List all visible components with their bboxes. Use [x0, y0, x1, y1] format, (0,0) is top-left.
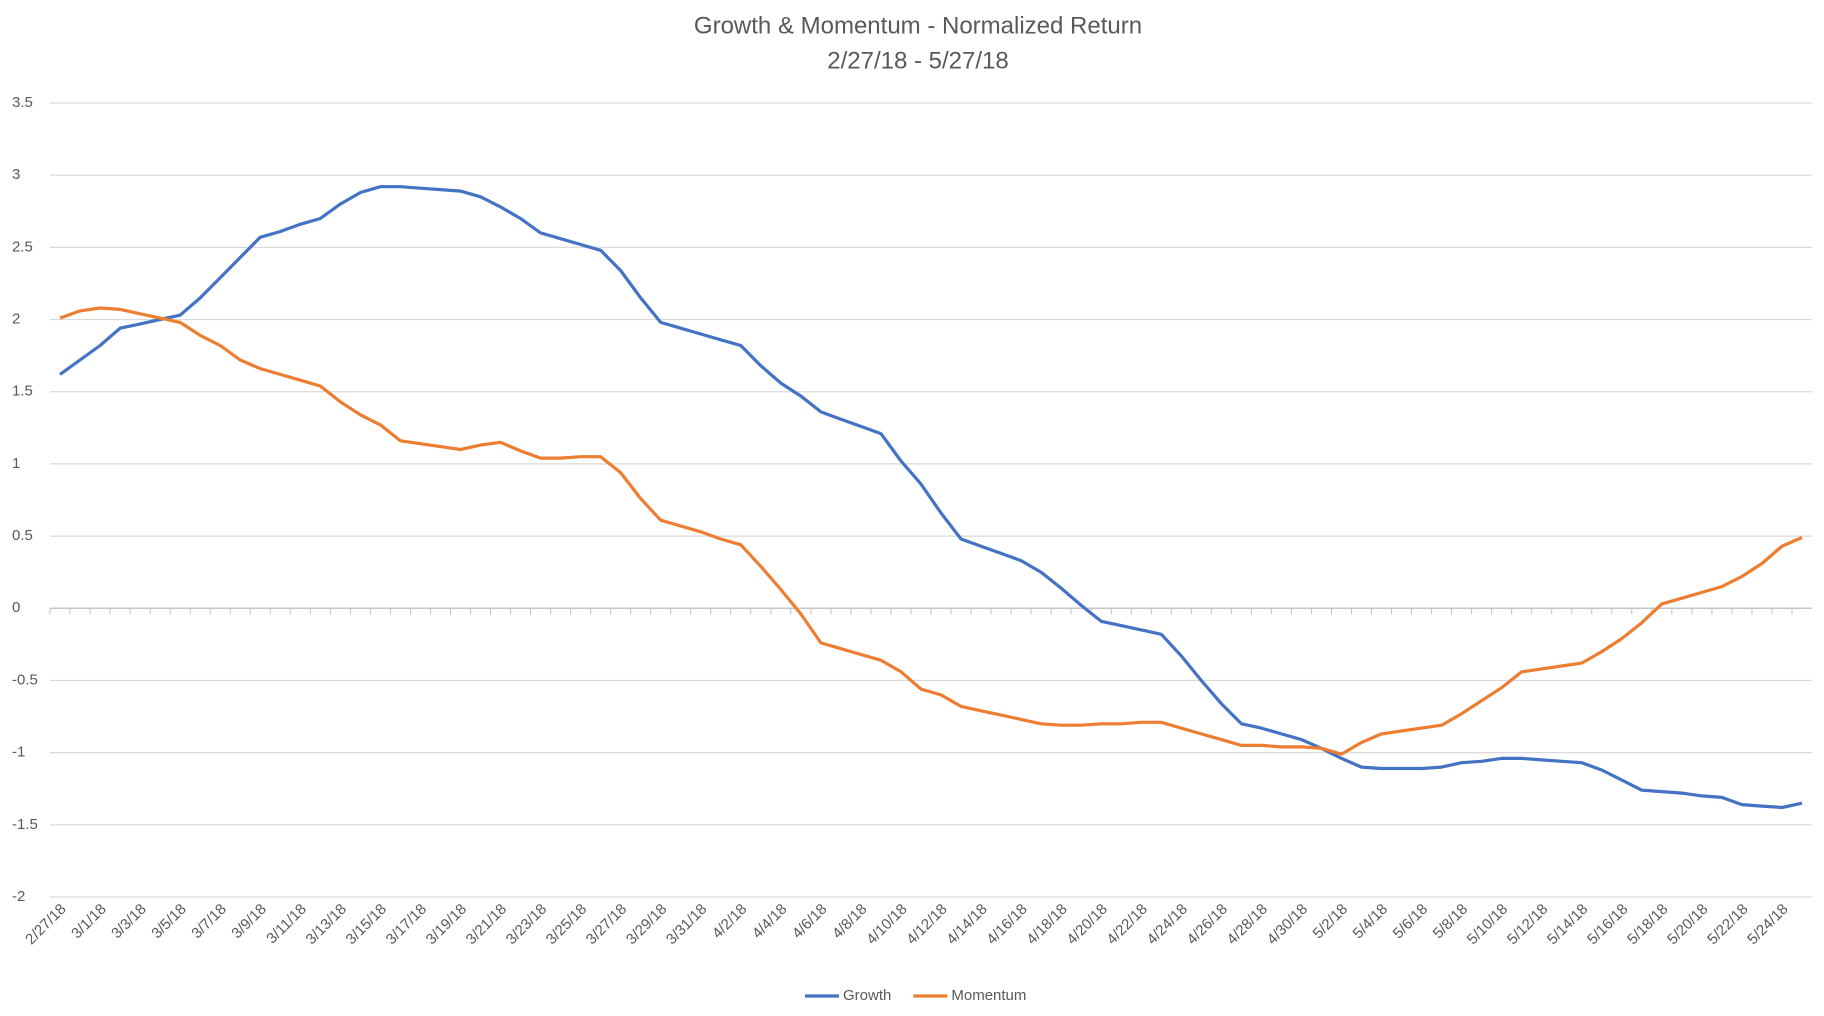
x-tick-label: 3/13/18	[303, 901, 350, 948]
y-tick-label: 1.5	[12, 383, 33, 400]
line-series	[59, 185, 1803, 810]
x-tick-label: 3/1/18	[68, 901, 110, 943]
y-tick-label: 3	[12, 166, 20, 183]
x-tick-label: 3/17/18	[383, 901, 430, 948]
x-tick-label: 5/24/18	[1744, 901, 1791, 948]
y-tick-label: -1	[12, 744, 25, 761]
x-tick-label: 4/6/18	[789, 901, 831, 943]
y-tick-label: 3.5	[12, 94, 33, 111]
legend-label: Momentum	[951, 987, 1026, 1004]
y-tick-label: -0.5	[12, 671, 38, 688]
x-tick-label: 3/25/18	[543, 901, 590, 948]
y-tick-label: 2.5	[12, 238, 33, 255]
x-tick-label: 5/4/18	[1350, 901, 1392, 943]
y-tick-label: -1.5	[12, 816, 38, 833]
x-tick-label: 4/22/18	[1103, 901, 1150, 948]
x-tick-label: 5/18/18	[1624, 901, 1671, 948]
x-tick-label: 3/19/18	[423, 901, 470, 948]
x-tick-label: 4/16/18	[983, 901, 1030, 948]
x-tick-label: 5/22/18	[1704, 901, 1751, 948]
x-tick-label: 4/18/18	[1023, 901, 1070, 948]
x-tick-label: 5/12/18	[1504, 901, 1551, 948]
x-tick-label: 5/2/18	[1310, 901, 1352, 943]
line-series	[59, 306, 1803, 756]
x-tick-label: 4/26/18	[1184, 901, 1231, 948]
x-tick-label: 3/5/18	[148, 901, 190, 943]
x-tick-label: 5/16/18	[1584, 901, 1631, 948]
x-tick-label: 3/23/18	[503, 901, 550, 948]
x-tick-label: 5/10/18	[1464, 901, 1511, 948]
y-tick-label: 1	[12, 455, 20, 472]
x-tick-label: 4/14/18	[943, 901, 990, 948]
x-tick-label: 3/27/18	[583, 901, 630, 948]
chart-subtitle: 2/27/18 - 5/27/18	[827, 47, 1008, 74]
x-tick-label: 4/24/18	[1144, 901, 1191, 948]
x-tick-label: 4/10/18	[863, 901, 910, 948]
chart-title: Growth & Momentum - Normalized Return	[694, 12, 1142, 39]
x-tick-label: 5/6/18	[1390, 901, 1432, 943]
x-tick-label: 4/12/18	[903, 901, 950, 948]
y-tick-label: 0.5	[12, 527, 33, 544]
y-tick-label: 0	[12, 599, 20, 616]
y-tick-label: 2	[12, 311, 20, 328]
x-tick-label: 3/21/18	[463, 901, 510, 948]
x-tick-label: 4/2/18	[709, 901, 751, 943]
x-tick-label: 3/15/18	[343, 901, 390, 948]
x-tick-label: 4/4/18	[749, 901, 791, 943]
x-tick-label: 5/20/18	[1664, 901, 1711, 948]
x-tick-label: 3/11/18	[263, 901, 310, 948]
x-tick-label: 3/3/18	[108, 901, 150, 943]
x-tick-label: 2/27/18	[22, 901, 69, 948]
x-tick-label: 4/28/18	[1224, 901, 1271, 948]
x-tick-label: 4/30/18	[1264, 901, 1311, 948]
x-tick-label: 5/14/18	[1544, 901, 1591, 948]
x-tick-label: 3/31/18	[663, 901, 710, 948]
legend-label: Growth	[843, 987, 891, 1004]
x-tick-label: 4/20/18	[1063, 901, 1110, 948]
y-tick-label: -2	[12, 888, 25, 905]
x-tick-label: 3/7/18	[188, 901, 230, 943]
x-tick-label: 3/29/18	[623, 901, 670, 948]
